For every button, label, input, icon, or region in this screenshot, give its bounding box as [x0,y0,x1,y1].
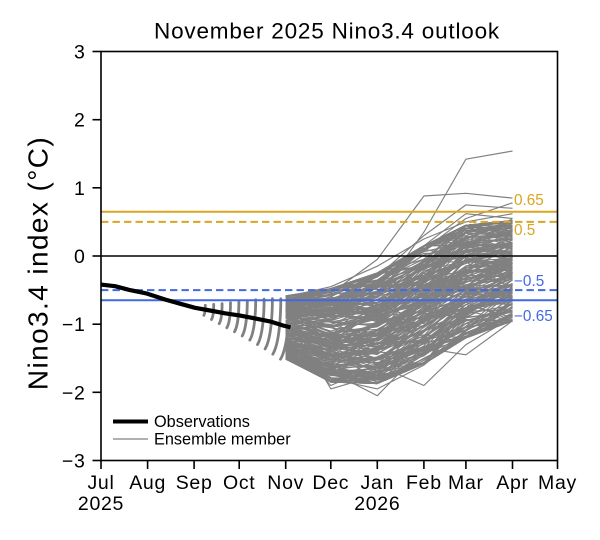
svg-text:Mar: Mar [448,472,484,494]
svg-text:November 2025 Nino3.4 outlook: November 2025 Nino3.4 outlook [154,19,500,44]
svg-text:Aug: Aug [129,472,166,494]
svg-text:−1: −1 [62,314,86,336]
svg-text:Apr: Apr [496,472,528,494]
svg-text:2026: 2026 [354,493,400,515]
svg-text:Oct: Oct [223,472,255,494]
svg-text:−3: −3 [62,451,86,473]
svg-text:Dec: Dec [312,472,349,494]
svg-text:Observations: Observations [154,413,250,431]
svg-text:Jul: Jul [87,472,114,494]
svg-text:Feb: Feb [406,472,442,494]
svg-text:0: 0 [74,246,86,268]
svg-text:−0.5: −0.5 [514,273,544,290]
svg-text:May: May [538,472,577,494]
svg-text:0.5: 0.5 [514,222,535,239]
svg-text:2: 2 [74,110,86,132]
svg-text:0.65: 0.65 [514,192,544,209]
svg-text:Nino3.4 index (°C): Nino3.4 index (°C) [23,136,54,390]
svg-text:Nov: Nov [267,472,304,494]
svg-text:3: 3 [74,42,86,64]
svg-text:2025: 2025 [78,493,124,515]
svg-text:−2: −2 [62,382,86,404]
svg-text:1: 1 [74,178,86,200]
svg-text:Sep: Sep [176,472,213,494]
svg-text:−0.65: −0.65 [514,308,553,325]
svg-text:Jan: Jan [361,472,395,494]
svg-text:Ensemble member: Ensemble member [154,431,291,449]
